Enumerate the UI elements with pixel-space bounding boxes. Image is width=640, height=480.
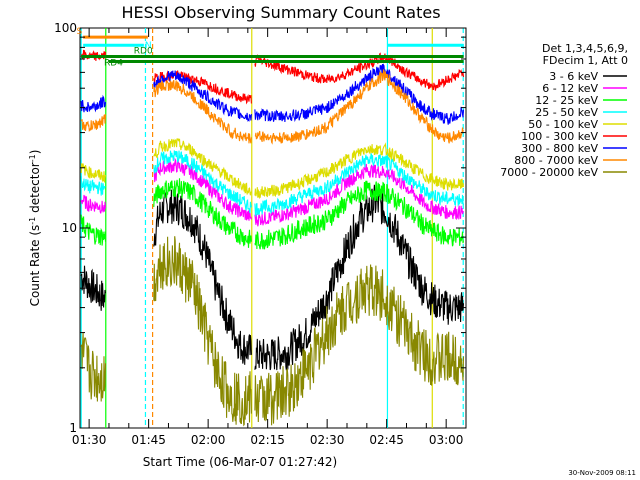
series-line-7: [80, 114, 107, 132]
series-line-1: [153, 157, 252, 221]
series-line-8: [80, 332, 107, 402]
x-tick-label: 01:30: [72, 433, 107, 447]
legend-entry-label: 3 - 6 keV: [549, 70, 598, 83]
legend-header-line-2: FDecim 1, Att 0: [543, 54, 628, 67]
x-tick-label: 02:00: [191, 433, 226, 447]
series-line-0: [254, 184, 465, 371]
x-tick-label: 01:45: [131, 433, 166, 447]
series-line-8: [254, 264, 465, 426]
flag-label: RD4: [104, 58, 123, 68]
x-tick-label: 03:00: [429, 433, 464, 447]
flag-label: S: [76, 27, 82, 37]
series-line-3: [254, 153, 465, 218]
series-line-1: [80, 194, 107, 214]
y-axis-label-sup-2: -1: [28, 154, 37, 162]
series-line-4: [80, 163, 107, 183]
series-line-4: [153, 138, 252, 196]
y-axis-label-end: ): [28, 150, 42, 155]
legend-header-line-1: Det 1,3,4,5,6,9,: [542, 42, 628, 55]
legend-entry-label: 100 - 300 keV: [521, 130, 598, 143]
series-line-8: [153, 236, 252, 427]
y-tick-label: 10: [62, 221, 77, 235]
y-axis-label: Count Rate (s-1 detector-1): [28, 150, 42, 307]
series-group: [80, 49, 465, 427]
series-line-2: [80, 214, 107, 246]
series-line-1: [254, 163, 465, 227]
series-line-7: [254, 68, 464, 145]
legend: Det 1,3,4,5,6,9, FDecim 1, Att 0 3 - 6 k…: [500, 42, 628, 179]
legend-entry-label: 7000 - 20000 keV: [500, 166, 598, 179]
y-tick-label: 100: [54, 21, 77, 35]
flag-label: N: [145, 41, 152, 51]
series-line-0: [80, 265, 107, 311]
x-axis-label: Start Time (06-Mar-07 01:27:42): [143, 455, 337, 469]
series-line-2: [153, 178, 252, 248]
x-tick-label: 02:15: [250, 433, 285, 447]
legend-entry-label: 800 - 7000 keV: [514, 154, 598, 167]
series-line-4: [254, 142, 465, 200]
series-line-3: [80, 176, 106, 196]
x-tick-label: 02:30: [310, 433, 345, 447]
legend-entry-label: 6 - 12 keV: [542, 82, 598, 95]
y-axis-label-sup-1: -1: [28, 217, 37, 225]
series-line-6: [80, 94, 107, 113]
y-axis-label-main: Count Rate (s: [28, 225, 42, 307]
series-line-5: [254, 52, 465, 91]
series-line-0: [153, 189, 252, 365]
chart-title: HESSI Observing Summary Count Rates: [121, 3, 440, 22]
series-line-7: [153, 79, 252, 144]
legend-entry-label: 12 - 25 keV: [535, 94, 598, 107]
series-line-2: [254, 180, 465, 250]
y-axis-label-mid: detector: [28, 162, 42, 217]
axes: 01:30 01:45 02:00 02:15 02:30 02:45 03:00 1 10 10…: [54, 21, 467, 447]
y-tick-label: 1: [69, 421, 77, 435]
series-line-6: [153, 70, 252, 123]
legend-entry-label: 50 - 100 keV: [528, 118, 598, 131]
series-line-6: [254, 63, 465, 125]
flag-label: RD0: [134, 47, 153, 57]
legend-entry-label: 25 - 50 keV: [535, 106, 598, 119]
footer-timestamp: 30-Nov-2009 08:11: [568, 469, 636, 477]
series-line-3: [153, 150, 252, 214]
x-tick-label: 02:45: [369, 433, 404, 447]
legend-entry-label: 300 - 800 keV: [521, 142, 598, 155]
